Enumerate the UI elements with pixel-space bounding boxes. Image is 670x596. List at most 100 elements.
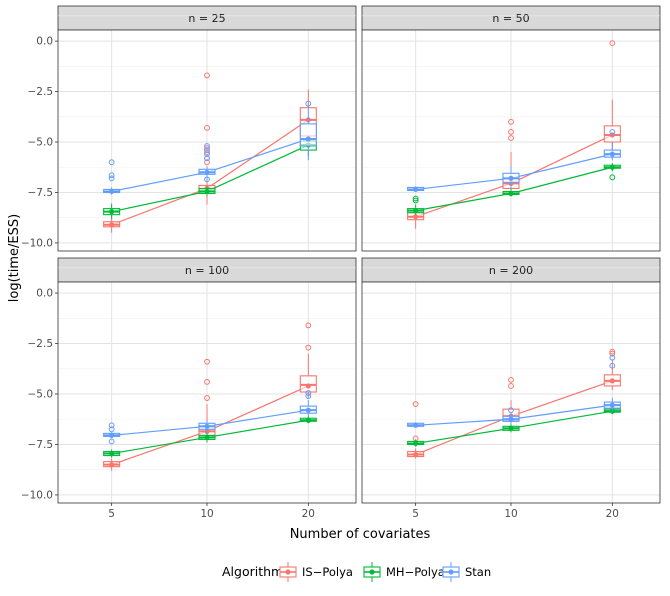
outlier-point xyxy=(508,129,514,135)
x-tick-label: 5 xyxy=(412,508,419,520)
y-axis-title: log(time/ESS) xyxy=(7,214,22,302)
outlier-point xyxy=(204,176,210,183)
outlier-point xyxy=(412,195,419,202)
facet-strip xyxy=(57,257,357,283)
mean-point xyxy=(109,462,115,468)
mean-point xyxy=(109,209,115,215)
outlier-point xyxy=(204,155,210,162)
y-tick-label: 0.0 xyxy=(36,288,53,300)
mean-point xyxy=(109,432,115,438)
outlier-point xyxy=(204,124,210,131)
outlier-point xyxy=(204,72,210,79)
mean-point xyxy=(609,402,615,408)
legend-key-point xyxy=(369,569,375,575)
box xyxy=(299,123,317,147)
x-tick-label: 10 xyxy=(200,508,213,520)
mean-point xyxy=(109,222,115,228)
legend: Algorithm IS−Polya MH−Polya Stan xyxy=(222,562,491,582)
mean-point xyxy=(305,417,311,423)
facet-strip-label: n = 100 xyxy=(185,264,229,277)
legend-label: MH−Polya xyxy=(386,565,445,579)
outlier-point xyxy=(609,40,616,47)
outlier-point xyxy=(508,118,514,125)
legend-key-point xyxy=(448,569,454,575)
y-tick-label: −10.0 xyxy=(21,237,53,249)
series-mh-polya xyxy=(103,416,317,458)
x-tick-label: 5 xyxy=(108,508,115,520)
outlier-point xyxy=(305,322,312,329)
outlier-point xyxy=(609,350,616,357)
series-mh-polya xyxy=(407,163,621,215)
outlier-point xyxy=(204,147,210,153)
outlier-point xyxy=(609,129,616,135)
facet-strip-label: n = 50 xyxy=(492,12,529,25)
panel-3: n = 100 0.0 −2.5 −5.0 −7.5 −10.0 5 10 20 xyxy=(21,257,357,520)
y-tick-label: −7.5 xyxy=(28,439,54,451)
legend-key-point xyxy=(285,569,291,575)
mean-point xyxy=(305,407,311,413)
outlier-point xyxy=(108,422,115,429)
y-tick-label: −7.5 xyxy=(28,187,54,199)
series-stan xyxy=(103,100,317,195)
x-axis-title: Number of covariates xyxy=(290,527,431,542)
legend-item-is-polya: IS−Polya xyxy=(279,562,353,582)
series-stan xyxy=(103,390,317,445)
panel-border xyxy=(57,281,357,504)
legend-title: Algorithm xyxy=(222,564,283,579)
panel-border xyxy=(57,29,357,252)
series-stan xyxy=(407,354,621,428)
outlier-point xyxy=(108,175,115,182)
panel-border xyxy=(361,281,661,504)
y-tick-label: −5.0 xyxy=(28,389,54,401)
mean-point xyxy=(413,186,419,193)
panel-border xyxy=(361,29,661,252)
outlier-point xyxy=(204,143,210,149)
outlier-point xyxy=(508,407,514,414)
mean-point xyxy=(413,422,419,428)
mean-point xyxy=(204,423,210,429)
outlier-point xyxy=(609,174,616,181)
x-tick-label: 20 xyxy=(302,508,315,520)
y-tick-label: −10.0 xyxy=(21,489,53,501)
facet-strip xyxy=(361,5,661,31)
mean-point xyxy=(609,378,615,384)
facet-strip-label: n = 200 xyxy=(489,264,533,277)
outlier-point xyxy=(204,395,210,401)
series-stan xyxy=(407,129,621,193)
mean-point xyxy=(413,208,419,214)
mean-point xyxy=(204,169,210,175)
mean-point xyxy=(609,151,615,157)
outlier-point xyxy=(204,358,210,365)
mean-point xyxy=(609,164,615,170)
y-tick-label: −2.5 xyxy=(28,86,54,98)
outlier-point xyxy=(609,348,616,355)
mean-point xyxy=(204,434,210,441)
outlier-point xyxy=(204,151,210,158)
mean-point xyxy=(508,425,514,431)
outlier-point xyxy=(508,383,514,389)
outlier-point xyxy=(204,379,210,385)
mean-point xyxy=(508,416,514,422)
panel-4: n = 200 5 10 20 xyxy=(361,257,661,520)
y-tick-label: 0.0 xyxy=(36,36,53,48)
outlier-point xyxy=(204,159,210,166)
outlier-point xyxy=(412,401,419,408)
mean-point xyxy=(204,188,210,195)
panels-layer: n = 25 0.0 −2.5 −5.0 −7.5 −10.0 n = 50 n = 100 0… xyxy=(21,5,661,520)
legend-label: Stan xyxy=(465,565,491,579)
outlier-point xyxy=(204,145,210,151)
legend-item-mh-polya: MH−Polya xyxy=(363,562,445,582)
mean-point xyxy=(413,214,419,220)
outlier-point xyxy=(108,172,115,179)
y-tick-label: −2.5 xyxy=(28,338,54,350)
panel-1: n = 25 0.0 −2.5 −5.0 −7.5 −10.0 xyxy=(21,5,357,252)
mean-point xyxy=(508,190,514,197)
panel-2: n = 50 xyxy=(361,5,661,252)
mean-point xyxy=(413,440,419,447)
outlier-point xyxy=(508,135,514,141)
outlier-point xyxy=(204,149,210,156)
outlier-point xyxy=(508,376,514,383)
facet-strip-label: n = 25 xyxy=(188,12,225,25)
mean-point xyxy=(413,451,419,458)
